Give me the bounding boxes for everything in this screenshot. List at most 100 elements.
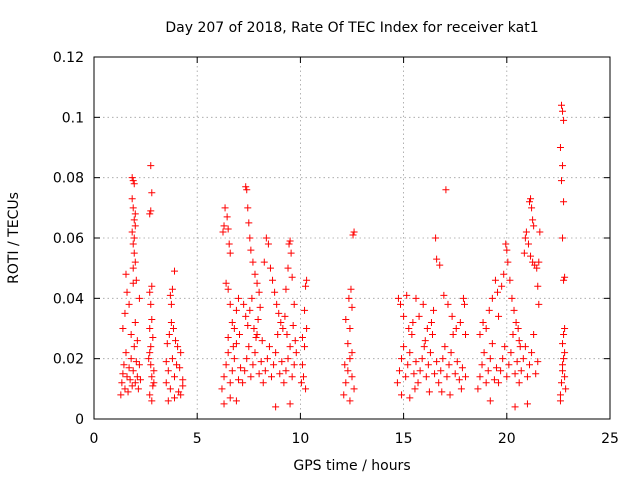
data-point	[146, 210, 154, 218]
data-point	[533, 264, 541, 272]
data-point	[452, 325, 460, 332]
data-point	[449, 331, 457, 339]
data-point	[425, 388, 433, 396]
data-point	[437, 367, 445, 375]
data-point	[260, 258, 268, 266]
data-point	[127, 331, 135, 339]
data-point	[409, 318, 417, 326]
data-point	[486, 355, 494, 363]
data-point	[266, 264, 274, 272]
data-point	[501, 343, 509, 351]
data-point	[222, 361, 230, 369]
data-point	[147, 300, 155, 308]
data-point	[270, 361, 278, 369]
data-point	[344, 367, 352, 375]
y-tick-label: 0.12	[53, 50, 84, 66]
data-point	[149, 334, 157, 342]
data-point	[346, 397, 354, 405]
data-point	[254, 315, 262, 323]
data-point	[512, 318, 520, 326]
data-point	[303, 276, 311, 284]
data-point	[226, 300, 234, 308]
data-point	[433, 255, 441, 263]
data-point	[257, 358, 265, 366]
data-point	[520, 249, 528, 257]
data-point	[456, 318, 464, 326]
data-point	[117, 391, 125, 399]
data-point	[410, 370, 418, 378]
data-point	[275, 309, 283, 317]
data-point	[230, 355, 238, 363]
data-point	[298, 334, 306, 342]
data-point	[398, 391, 406, 399]
data-point	[170, 373, 178, 381]
data-point	[244, 321, 252, 329]
data-point	[439, 355, 447, 363]
data-point	[232, 340, 240, 348]
data-point	[220, 373, 228, 381]
data-point	[228, 367, 236, 375]
data-point	[521, 234, 529, 242]
data-point	[400, 312, 408, 320]
data-point	[132, 358, 140, 366]
data-point	[408, 331, 416, 339]
data-point	[174, 343, 182, 351]
x-tick-label: 10	[291, 431, 309, 447]
data-point	[534, 282, 542, 290]
data-point	[412, 294, 420, 302]
data-point	[517, 367, 525, 375]
data-point	[264, 240, 272, 248]
data-point	[263, 355, 271, 363]
data-point	[284, 264, 292, 272]
data-point	[395, 367, 403, 375]
data-point	[523, 373, 531, 381]
data-point	[246, 234, 254, 242]
data-point	[299, 373, 307, 381]
data-point	[494, 288, 502, 296]
data-point	[146, 325, 154, 332]
data-point	[242, 183, 250, 191]
data-point	[147, 361, 155, 369]
data-point	[301, 306, 309, 314]
data-point	[179, 382, 187, 390]
data-point	[423, 325, 431, 332]
data-point	[167, 300, 175, 308]
data-point	[405, 325, 413, 332]
data-point	[526, 198, 534, 206]
data-point	[147, 207, 155, 215]
data-point	[557, 177, 565, 185]
data-point	[243, 186, 251, 194]
data-point	[240, 300, 248, 308]
data-point	[486, 397, 494, 405]
data-point	[510, 306, 518, 314]
data-point	[418, 355, 426, 363]
data-point	[448, 312, 456, 320]
data-point	[131, 210, 139, 218]
data-point	[505, 361, 513, 369]
data-point	[414, 379, 422, 387]
data-point	[163, 340, 171, 348]
data-point	[239, 379, 247, 387]
data-point	[286, 400, 294, 408]
data-point	[561, 325, 569, 332]
data-point	[288, 273, 296, 281]
data-point	[224, 225, 232, 233]
data-point	[345, 294, 353, 302]
data-point	[495, 312, 503, 320]
data-point	[253, 331, 261, 339]
data-point	[559, 361, 567, 369]
data-point	[298, 361, 306, 369]
data-point	[346, 355, 354, 363]
y-tick-label: 0.02	[53, 352, 84, 368]
data-point	[495, 379, 503, 387]
data-point	[133, 337, 141, 345]
data-point	[287, 249, 295, 257]
data-point	[490, 376, 498, 384]
data-point	[274, 331, 282, 339]
data-point	[262, 234, 270, 242]
data-point	[422, 373, 430, 381]
data-point	[255, 370, 263, 378]
data-point	[421, 337, 429, 345]
data-point	[462, 373, 470, 381]
data-point	[509, 331, 517, 339]
